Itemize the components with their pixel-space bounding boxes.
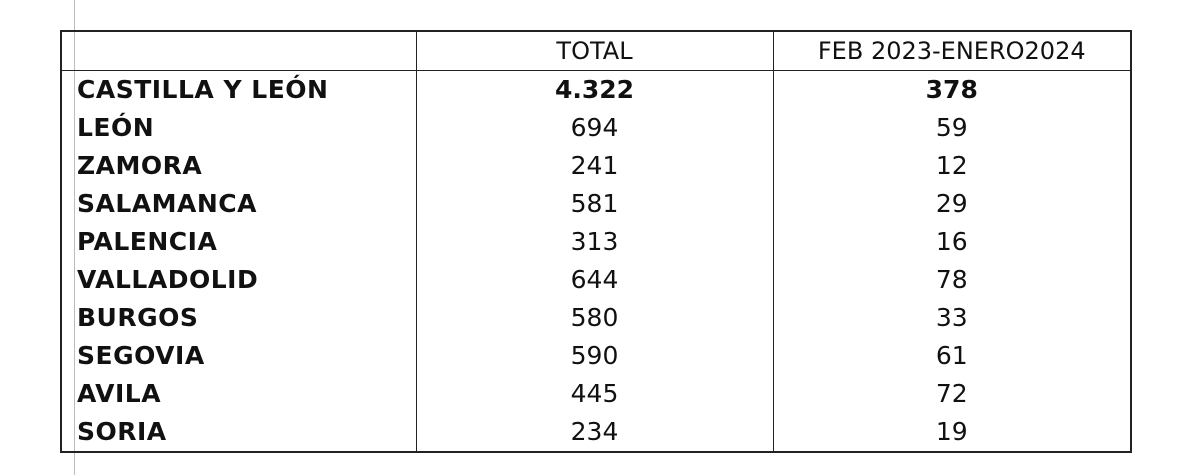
- cell: 580: [415, 299, 773, 337]
- row-label: VALLADOLID: [77, 265, 259, 294]
- row-label: LEÓN: [77, 113, 155, 142]
- row-label: AVILA: [77, 379, 162, 408]
- cell: 644: [415, 261, 773, 299]
- cell: 78: [772, 261, 1131, 299]
- header-cell: TOTAL: [415, 30, 774, 71]
- cell: 241: [415, 147, 773, 185]
- cell: 29: [772, 185, 1131, 223]
- header-cell: FEB 2023-ENERO2024: [772, 30, 1132, 71]
- table-row: VALLADOLID 644 78: [61, 261, 1131, 299]
- cell: 581: [415, 185, 773, 223]
- row-label: PALENCIA: [77, 227, 218, 256]
- header-cell: [60, 30, 417, 71]
- row-label: SORIA: [77, 417, 167, 446]
- guide-line: [74, 0, 75, 475]
- row-label: BURGOS: [77, 303, 199, 332]
- row-label: CASTILLA Y LEÓN: [77, 75, 329, 104]
- cell: 19: [772, 413, 1131, 452]
- cell: 445: [415, 375, 773, 413]
- cell: 378: [772, 70, 1131, 109]
- table-row: AVILA 445 72: [61, 375, 1131, 413]
- table-row: ZAMORA 241 12: [61, 147, 1131, 185]
- table-row: PALENCIA 313 16: [61, 223, 1131, 261]
- header-row: TOTAL FEB 2023-ENERO2024: [60, 30, 1132, 71]
- cell: 12: [772, 147, 1131, 185]
- cell: 16: [772, 223, 1131, 261]
- cell: 694: [415, 109, 773, 147]
- data-table: TOTAL FEB 2023-ENERO2024 CASTILLA Y LEÓN…: [60, 30, 1132, 453]
- table-row: SORIA 234 19: [61, 413, 1131, 452]
- cell: 313: [415, 223, 773, 261]
- cell: 4.322: [415, 70, 773, 109]
- table-row: SEGOVIA 590 61: [61, 337, 1131, 375]
- row-label: ZAMORA: [77, 151, 203, 180]
- table-row: SALAMANCA 581 29: [61, 185, 1131, 223]
- cell: 33: [772, 299, 1131, 337]
- table-body: TOTAL FEB 2023-ENERO2024 CASTILLA Y LEÓN…: [60, 30, 1132, 452]
- cell: 59: [772, 109, 1131, 147]
- cell: 72: [772, 375, 1131, 413]
- cell: 61: [772, 337, 1131, 375]
- row-label: SEGOVIA: [77, 341, 205, 370]
- table-row: BURGOS 580 33: [61, 299, 1131, 337]
- cell: 590: [415, 337, 773, 375]
- table-row: LEÓN 694 59: [61, 109, 1131, 147]
- cell: 234: [415, 413, 773, 452]
- row-label: SALAMANCA: [77, 189, 257, 218]
- table-row: CASTILLA Y LEÓN 4.322 378: [61, 70, 1131, 109]
